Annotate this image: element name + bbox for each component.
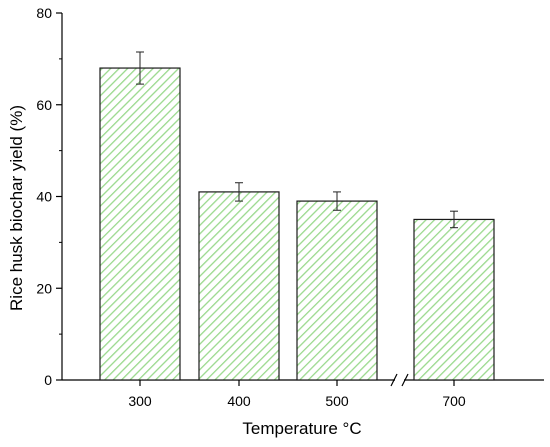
ticks: 0 20 40 60 80 300 400 500 700 bbox=[36, 5, 465, 409]
bar-700 bbox=[413, 218, 495, 381]
error-bars bbox=[136, 51, 458, 229]
x-tick-label: 500 bbox=[325, 393, 349, 409]
x-tick-label: 400 bbox=[227, 393, 251, 409]
error-bar-500 bbox=[333, 191, 341, 211]
bar-400 bbox=[198, 191, 280, 381]
y-tick-label: 20 bbox=[36, 280, 52, 296]
y-tick-label: 60 bbox=[36, 97, 52, 113]
error-bar-700 bbox=[450, 210, 458, 229]
axis-break-mark bbox=[390, 373, 398, 387]
error-bar-400 bbox=[235, 182, 243, 202]
x-tick-label: 700 bbox=[442, 393, 466, 409]
y-tick-label: 0 bbox=[44, 372, 52, 388]
bar-500 bbox=[296, 200, 378, 381]
x-tick-label: 300 bbox=[128, 393, 152, 409]
x-axis-title: Temperature °C bbox=[242, 419, 361, 438]
bar-300 bbox=[99, 67, 181, 381]
error-bar-300 bbox=[136, 51, 144, 85]
bars bbox=[99, 67, 495, 381]
y-tick-label: 40 bbox=[36, 189, 52, 205]
y-axis-title: Rice husk biochar yield (%) bbox=[7, 105, 26, 311]
y-tick-label: 80 bbox=[36, 5, 52, 21]
axis-break-mark bbox=[401, 373, 409, 387]
